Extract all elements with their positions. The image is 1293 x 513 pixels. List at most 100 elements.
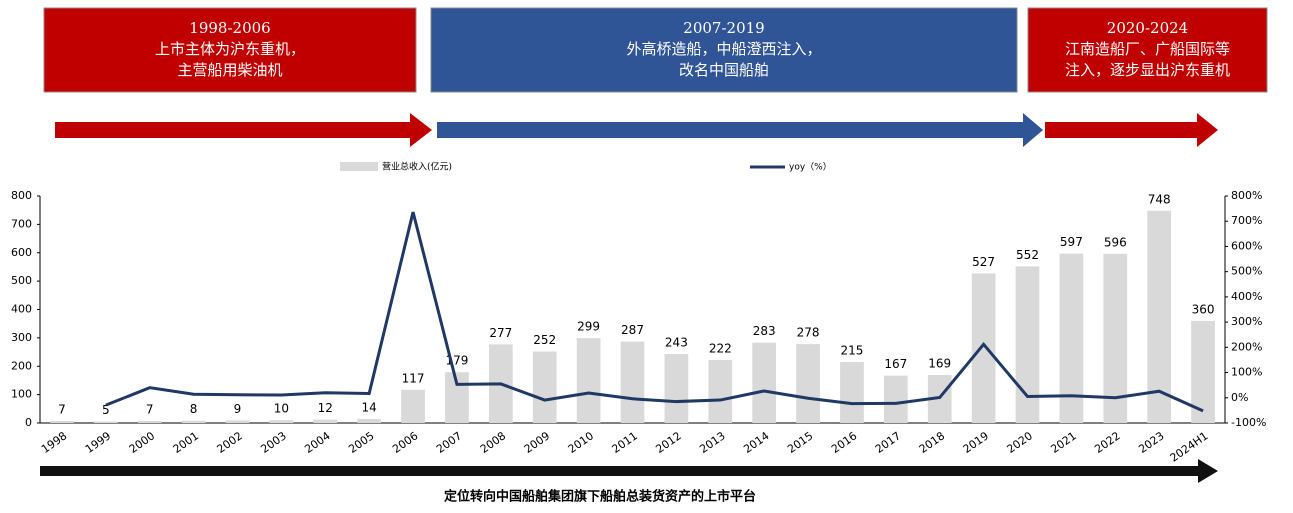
x-tick-label: 2020	[1005, 429, 1035, 456]
data-label: 7	[146, 403, 154, 417]
bar	[1191, 320, 1215, 423]
bar	[181, 420, 206, 423]
arrow	[1045, 113, 1218, 147]
y-tick-label: 800	[11, 189, 32, 202]
bar	[269, 420, 294, 423]
bar	[620, 341, 645, 423]
x-tick-label: 2022	[1092, 429, 1122, 456]
y-tick-label: 100	[11, 388, 32, 401]
data-label: 222	[709, 342, 732, 356]
x-tick-label: 2005	[346, 429, 376, 456]
header-line: 主营船用柴油机	[177, 61, 282, 79]
x-tick-label: 2006	[390, 429, 420, 456]
bar	[50, 421, 74, 423]
header-line: 上市主体为沪东重机，	[155, 40, 305, 58]
bar	[93, 421, 118, 423]
y2-tick-label: 100%	[1231, 366, 1262, 379]
arrow	[55, 113, 432, 147]
bar	[971, 273, 996, 423]
x-tick-label: 2014	[741, 429, 771, 456]
data-label: 8	[190, 402, 198, 416]
x-tick-label: 2003	[258, 429, 288, 456]
y-tick-label: 500	[11, 274, 32, 287]
y2-tick-label: -100%	[1231, 416, 1266, 429]
y2-tick-label: 400%	[1231, 290, 1262, 303]
bar	[532, 351, 557, 423]
y2-tick-label: 800%	[1231, 189, 1262, 202]
x-tick-label: 2001	[171, 429, 201, 456]
y2-tick-label: 0%	[1231, 391, 1248, 404]
bar	[313, 419, 338, 423]
data-label: 278	[797, 326, 820, 340]
y-tick-label: 700	[11, 217, 32, 230]
bar	[708, 360, 733, 423]
bar	[1059, 253, 1084, 423]
bar	[664, 354, 689, 423]
bar	[401, 389, 425, 423]
bar	[883, 375, 908, 423]
bar	[1103, 253, 1128, 423]
bar	[137, 421, 162, 423]
y2-tick-label: 300%	[1231, 315, 1262, 328]
y2-tick-label: 700%	[1231, 214, 1262, 227]
y-tick-label: 400	[11, 303, 32, 316]
x-tick-label: 2011	[610, 429, 640, 456]
header-line: 改名中国船舶	[679, 61, 769, 79]
x-tick-label: 2013	[697, 429, 727, 456]
x-tick-label: 1998	[39, 429, 69, 456]
x-tick-label: 2007	[434, 429, 464, 456]
data-label: 597	[1060, 235, 1083, 249]
x-tick-label: 2018	[917, 429, 947, 456]
bar	[1015, 266, 1040, 423]
x-tick-label: 2002	[215, 429, 245, 456]
header-title: 2007-2019	[683, 19, 764, 37]
y2-tick-label: 600%	[1231, 239, 1262, 252]
x-tick-label: 2021	[1048, 429, 1078, 456]
bar	[357, 419, 382, 423]
header-line: 注入，逐步显出沪东重机	[1065, 61, 1230, 79]
x-tick-label: 2024H1	[1168, 429, 1211, 464]
header-line: 江南造船厂、广船国际等	[1065, 40, 1230, 58]
x-tick-label: 2015	[785, 429, 815, 456]
bar	[225, 420, 250, 423]
data-label: 169	[928, 357, 951, 371]
legend-swatch	[340, 162, 378, 171]
legend-label: yoy（%）	[789, 162, 832, 173]
y-tick-label: 600	[11, 246, 32, 259]
line	[105, 211, 1204, 413]
y-tick-label: 0	[25, 416, 32, 429]
data-label: 5	[102, 403, 110, 417]
data-label: 252	[533, 333, 556, 347]
header-box	[43, 7, 417, 93]
data-label: 277	[489, 326, 512, 340]
y-tick-label: 300	[11, 331, 32, 344]
header-title: 2020-2024	[1107, 19, 1188, 37]
x-tick-label: 2008	[478, 429, 508, 456]
header-title: 1998-2006	[189, 19, 270, 37]
x-tick-label: 2012	[653, 429, 683, 456]
data-label: 14	[362, 401, 377, 415]
y2-tick-label: 500%	[1231, 265, 1262, 278]
x-tick-label: 2017	[873, 429, 903, 456]
header-line: 外高桥造船，中船澄西注入，	[626, 40, 821, 58]
data-label: 167	[884, 357, 907, 371]
bar	[576, 338, 601, 423]
legend-label: 营业总收入(亿元)	[382, 161, 452, 173]
bar	[752, 342, 777, 423]
y2-tick-label: 200%	[1231, 340, 1262, 353]
x-tick-label: 2000	[127, 429, 157, 456]
data-label: 299	[577, 320, 600, 334]
x-tick-label: 2010	[566, 429, 596, 456]
data-label: 10	[274, 402, 289, 416]
bar	[796, 344, 820, 423]
y-tick-label: 200	[11, 359, 32, 372]
header-box	[430, 7, 1018, 93]
data-label: 596	[1104, 235, 1127, 249]
data-label: 117	[402, 371, 425, 385]
header-box	[1027, 7, 1268, 93]
data-label: 215	[840, 343, 863, 357]
data-label: 283	[753, 324, 776, 338]
data-label: 552	[1016, 248, 1039, 262]
bar	[840, 361, 864, 423]
